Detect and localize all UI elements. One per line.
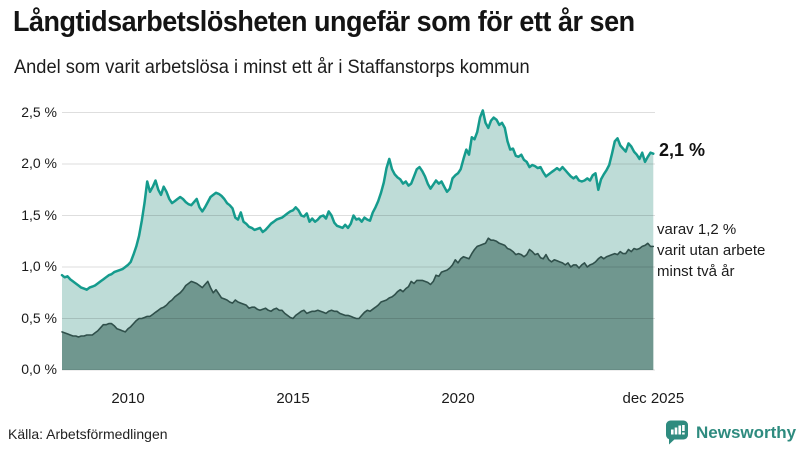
x-axis-label: 2010: [111, 390, 145, 407]
newsworthy-logo[interactable]: Newsworthy: [664, 420, 796, 445]
annotation-two-year-line3: minst två år: [657, 263, 735, 280]
annotation-two-year: varav 1,2 % varit utan arbete minst två …: [657, 219, 765, 282]
y-axis-label: 0,0 %: [21, 361, 57, 377]
y-axis-label: 1,5 %: [21, 206, 57, 223]
chart-subtitle: Andel som varit arbetslösa i minst ett å…: [14, 57, 530, 78]
y-axis-label: 2,5 %: [21, 103, 57, 120]
newsworthy-icon: [666, 420, 688, 445]
annotation-two-year-line1: varav 1,2 %: [657, 221, 737, 238]
y-axis-label: 1,0 %: [21, 258, 57, 274]
page-title: Långtidsarbetslösheten ungefär som för e…: [13, 6, 635, 38]
x-axis-label: dec 2025: [622, 390, 685, 407]
x-axis-label: 2020: [441, 390, 475, 407]
x-axis-label: 2015: [276, 390, 310, 407]
source-note: Källa: Arbetsförmedlingen: [8, 426, 168, 442]
annotation-latest-value: 2,1 %: [659, 140, 706, 160]
annotation-two-year-line2: varit utan arbete: [657, 242, 766, 259]
y-axis-label: 2,0 %: [21, 155, 57, 171]
y-axis-label: 0,5 %: [21, 309, 57, 326]
newsworthy-wordmark: Newsworthy: [696, 422, 797, 442]
